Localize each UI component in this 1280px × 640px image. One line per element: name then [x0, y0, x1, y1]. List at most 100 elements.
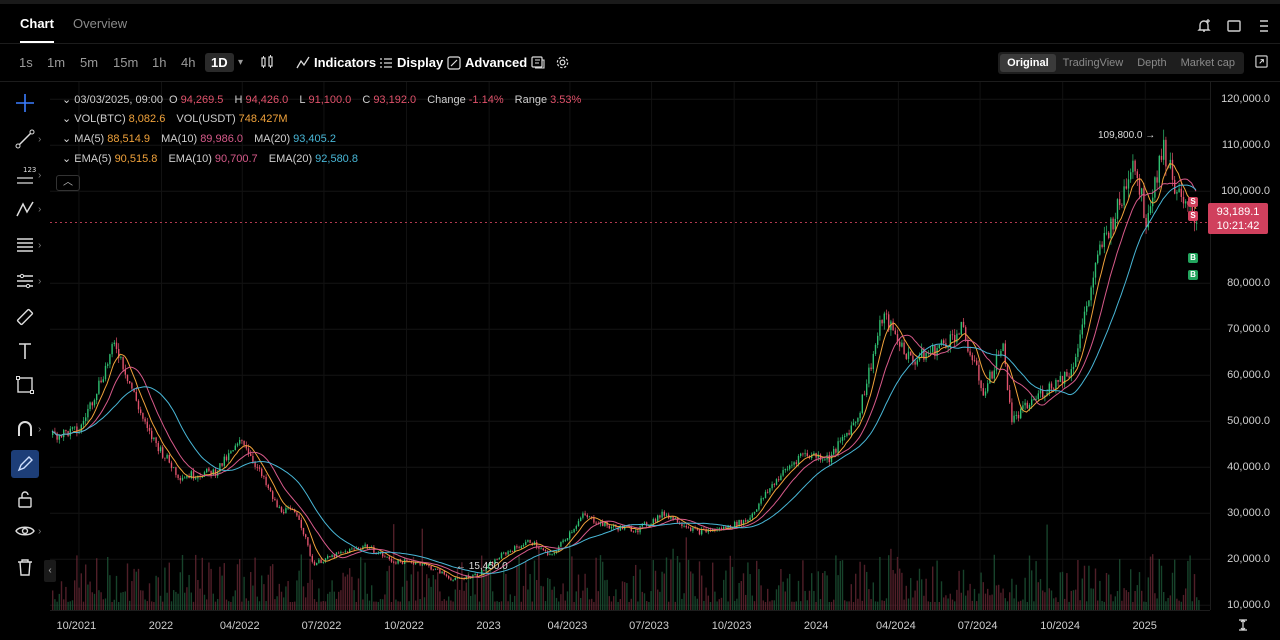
sell-marker[interactable]: S [1188, 211, 1198, 221]
chevron-down-icon[interactable]: ▾ [238, 57, 244, 68]
volume-bar [624, 582, 626, 610]
indicators-label: Indicators [314, 55, 377, 70]
candle-body [1176, 192, 1178, 194]
timeframe-4h[interactable]: 4h [181, 55, 196, 70]
chevron-right-icon[interactable]: › [38, 276, 42, 287]
mode-depth[interactable]: Depth [1137, 57, 1167, 69]
candle-body [133, 388, 135, 392]
candle-body [85, 417, 87, 421]
timeframe-5m[interactable]: 5m [80, 55, 99, 70]
volume-bar [1110, 594, 1112, 610]
chevron-down-icon[interactable]: ⌄ [62, 113, 75, 125]
eye-icon[interactable] [14, 520, 36, 542]
close-value: 93,192.0 [373, 94, 417, 106]
chevron-right-icon[interactable]: › [38, 240, 42, 251]
menu-icon[interactable] [1256, 18, 1272, 34]
lock-icon[interactable] [14, 488, 36, 510]
collapse-legend-button[interactable]: ︿ [56, 175, 80, 191]
range-label: Range [514, 94, 548, 106]
mode-tradingview[interactable]: TradingView [1062, 57, 1124, 69]
candle-body [905, 353, 907, 359]
chevron-right-icon[interactable]: › [38, 134, 42, 145]
mode-market-cap[interactable]: Market cap [1180, 57, 1235, 69]
candle-body [987, 383, 989, 392]
candle-body [208, 468, 210, 471]
chevron-down-icon[interactable]: ⌄ [62, 94, 75, 106]
chevron-right-icon[interactable]: › [38, 204, 42, 215]
ruler-icon[interactable] [14, 306, 36, 328]
timeframe-1h[interactable]: 1h [152, 55, 167, 70]
candle-body [749, 517, 751, 521]
sell-marker[interactable]: S [1188, 197, 1198, 207]
display-button[interactable]: Display [379, 55, 443, 70]
chevron-right-icon[interactable]: › [38, 424, 42, 435]
timeframe-1s[interactable]: 1s [19, 55, 33, 70]
volume-bar [498, 601, 500, 610]
volume-bar [934, 601, 936, 610]
volume-bar [166, 592, 168, 610]
fib-numbers-icon[interactable]: 123 [14, 164, 36, 186]
window-icon[interactable] [1226, 18, 1242, 34]
advanced-button[interactable]: Advanced [447, 55, 527, 70]
magnet-icon[interactable] [14, 418, 36, 440]
indicators-button[interactable]: Indicators [296, 55, 376, 70]
price-axis[interactable]: 120,000.0 110,000.0 100,000.0 80,000.0 70,00… [1210, 82, 1280, 611]
candle-body [115, 342, 118, 349]
alert-icon[interactable] [1196, 18, 1212, 34]
timeframe-1m[interactable]: 1m [47, 55, 66, 70]
candle-body [331, 555, 333, 558]
buy-marker[interactable]: B [1188, 270, 1198, 280]
candle-body [967, 340, 969, 352]
volume-bar [434, 579, 437, 610]
volume-bar [1134, 590, 1136, 610]
candle-body [173, 467, 175, 469]
timeframe-15m[interactable]: 15m [113, 55, 139, 70]
trend-line-icon[interactable] [14, 128, 36, 150]
volume-bar [984, 593, 987, 610]
snapshot-button[interactable] [531, 55, 545, 69]
trash-icon[interactable] [14, 556, 36, 578]
volume-bar [1079, 600, 1081, 610]
tab-chart[interactable]: Chart [20, 16, 54, 43]
volume-bar [313, 599, 316, 610]
volume-bar [375, 601, 377, 610]
volume-bar [987, 588, 989, 610]
volume-bar [428, 578, 430, 610]
axis-scale-icon[interactable] [1236, 618, 1250, 632]
candle-body [916, 360, 918, 365]
candle-body [203, 472, 206, 477]
tab-overview[interactable]: Overview [73, 16, 128, 31]
chevron-down-icon[interactable]: ⌄ [62, 133, 75, 145]
candle-type-button[interactable] [260, 55, 274, 69]
candle-body [769, 488, 771, 493]
collapse-sidebar-button[interactable]: ‹ [44, 560, 56, 582]
volume-bar [494, 601, 496, 610]
price-chart[interactable] [50, 82, 1210, 610]
chevron-right-icon[interactable]: › [38, 526, 42, 537]
fib-retracement-icon[interactable] [14, 234, 36, 256]
candle-body [615, 525, 617, 528]
candle-body [492, 562, 494, 565]
shape-tool-icon[interactable] [14, 374, 36, 396]
channel-tool-icon[interactable] [14, 270, 36, 292]
candle-body [852, 422, 855, 426]
pencil-icon[interactable] [14, 453, 36, 475]
candle-body [1033, 399, 1035, 400]
buy-marker[interactable]: B [1188, 253, 1198, 263]
volume-bar [690, 571, 692, 610]
candle-body [518, 547, 520, 549]
candle-body [344, 551, 346, 553]
crosshair-icon[interactable] [14, 92, 36, 114]
settings-button[interactable] [555, 55, 570, 70]
text-tool-icon[interactable] [14, 340, 36, 362]
chevron-right-icon[interactable]: › [38, 170, 42, 181]
mode-original[interactable]: Original [1000, 54, 1056, 72]
candle-body [619, 525, 621, 531]
fullscreen-button[interactable] [1255, 55, 1268, 68]
chevron-down-icon[interactable]: ⌄ [62, 153, 75, 165]
pattern-tool-icon[interactable] [14, 198, 36, 220]
time-axis[interactable]: 10/2021 2022 04/2022 07/2022 10/2022 2023 04/2… [50, 610, 1210, 640]
timeframe-1d[interactable]: 1D [205, 53, 234, 72]
volume-bar [793, 601, 795, 610]
volume-bar [1039, 579, 1042, 610]
